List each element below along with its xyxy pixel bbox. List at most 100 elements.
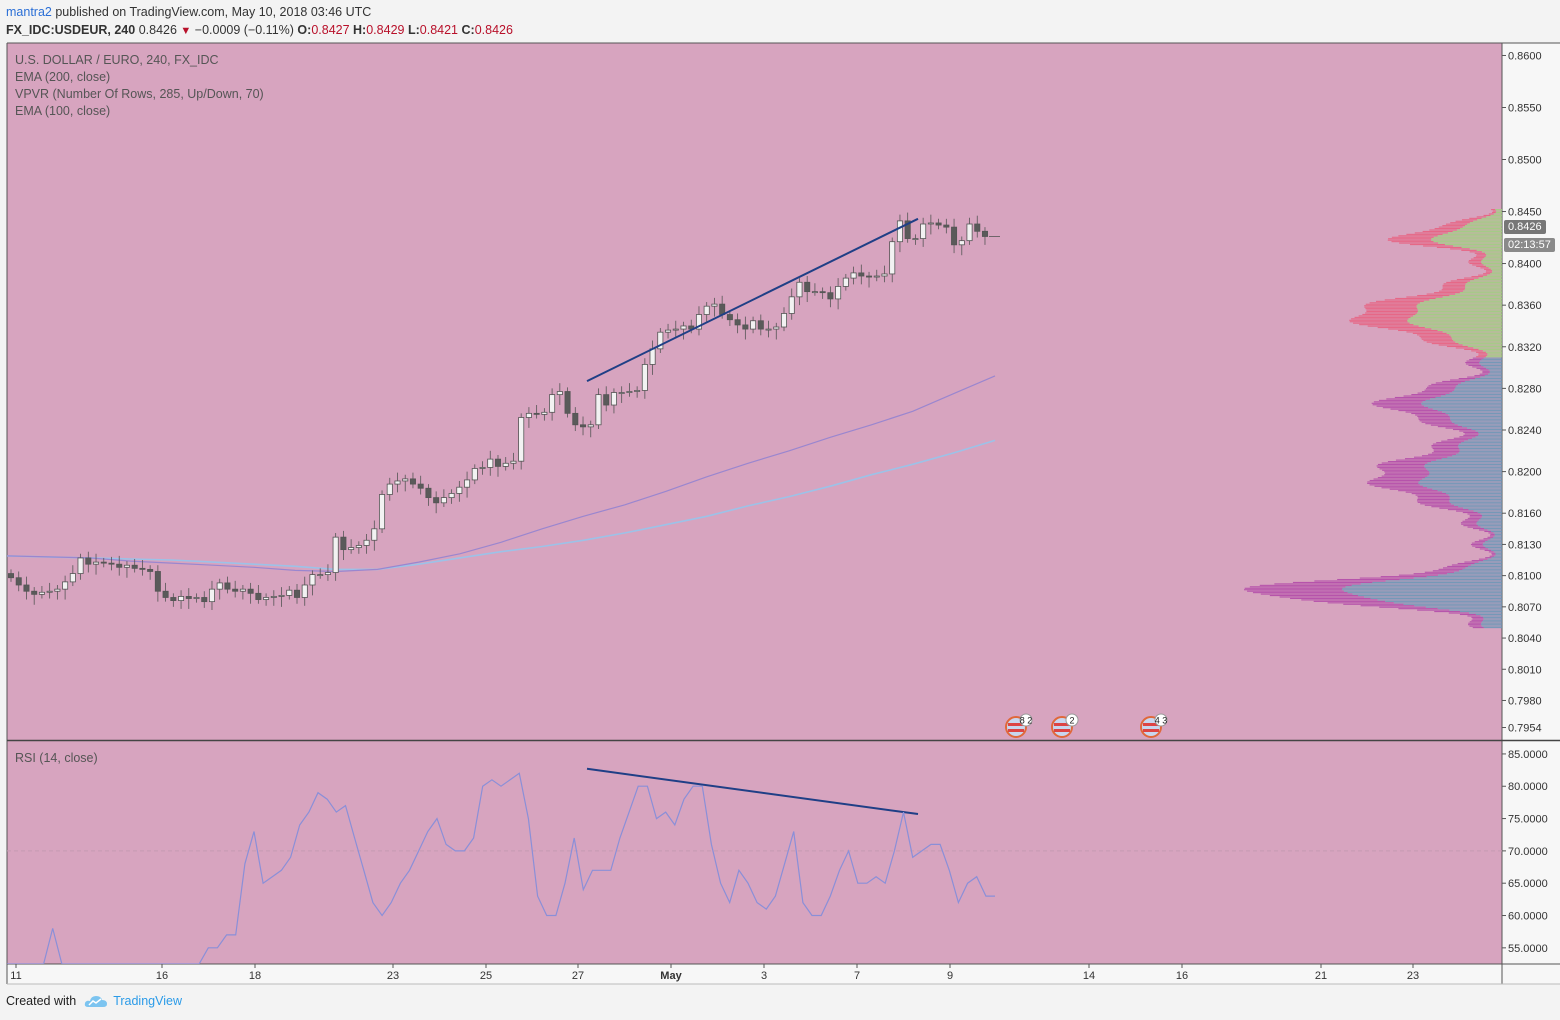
vpvr-bar-down bbox=[1492, 210, 1497, 212]
vpvr-bar-down bbox=[1471, 560, 1484, 562]
vpvr-bar-down bbox=[1464, 433, 1479, 435]
vpvr-bar-up bbox=[1424, 465, 1502, 467]
vpvr-bar-down bbox=[1420, 503, 1452, 505]
vpvr-bar-down bbox=[1385, 472, 1430, 474]
vpvr-bar-down bbox=[1473, 257, 1485, 259]
publish-info: published on TradingView.com, May 10, 20… bbox=[51, 5, 372, 19]
vpvr-bar-up bbox=[1445, 493, 1502, 495]
candle-body bbox=[958, 240, 965, 246]
vpvr-bar-up bbox=[1449, 392, 1502, 394]
candle-body bbox=[193, 597, 200, 599]
vpvr-bar-up bbox=[1490, 268, 1502, 270]
vpvr-bar-down bbox=[1362, 313, 1416, 316]
vpvr-bar-up bbox=[1481, 359, 1502, 361]
price-tick-label: 0.7980 bbox=[1508, 695, 1542, 707]
vpvr-bar-up bbox=[1453, 389, 1502, 391]
vpvr-bar-down bbox=[1431, 383, 1459, 385]
vpvr-bar-up bbox=[1451, 503, 1502, 505]
vpvr-bar-down bbox=[1411, 493, 1446, 495]
vpvr-bar-down bbox=[1472, 627, 1484, 629]
candle-body bbox=[69, 573, 76, 583]
vpvr-bar-up bbox=[1425, 606, 1502, 608]
vpvr-bar-up bbox=[1419, 302, 1502, 304]
vpvr-bar-up bbox=[1484, 528, 1502, 530]
vpvr-bar-up bbox=[1483, 619, 1502, 621]
vpvr-bar-up bbox=[1481, 625, 1502, 627]
price-tick-label: 0.7954 bbox=[1508, 723, 1542, 735]
vpvr-bar-up bbox=[1427, 475, 1502, 477]
vpvr-bar-up bbox=[1448, 494, 1502, 496]
vpvr-bar-up bbox=[1364, 596, 1502, 598]
author-link[interactable]: mantra2 bbox=[6, 5, 52, 19]
candle-body bbox=[742, 324, 749, 330]
vpvr-bar-up bbox=[1437, 410, 1502, 412]
vpvr-bar-up bbox=[1468, 612, 1502, 614]
vpvr-bar-down bbox=[1490, 533, 1495, 535]
vpvr-bar-up bbox=[1455, 341, 1502, 343]
vpvr-bar-up bbox=[1448, 414, 1502, 416]
vpvr-bar-down bbox=[1445, 427, 1467, 429]
vpvr-bar-up bbox=[1461, 442, 1502, 444]
vpvr-bar-up bbox=[1488, 373, 1502, 375]
vpvr-bar-up bbox=[1469, 248, 1502, 250]
vpvr-bar-down bbox=[1431, 452, 1459, 454]
vpvr-bar-up bbox=[1342, 587, 1502, 589]
vpvr-bar-up bbox=[1360, 583, 1502, 585]
vpvr-bar-up bbox=[1495, 552, 1502, 554]
event-badge[interactable]: 2 bbox=[1051, 713, 1079, 738]
vpvr-bar-up bbox=[1449, 294, 1502, 297]
rsi-tick-label: 75.0000 bbox=[1508, 814, 1548, 826]
vpvr-bar-down bbox=[1478, 558, 1488, 560]
tradingview-brand[interactable]: TradingView bbox=[84, 994, 182, 1008]
vpvr-bar-down bbox=[1417, 501, 1450, 503]
vpvr-bar-down bbox=[1419, 420, 1451, 422]
vpvr-bar-down bbox=[1482, 372, 1490, 374]
vpvr-bar-up bbox=[1416, 305, 1502, 307]
vpvr-bar-up bbox=[1458, 383, 1502, 385]
vpvr-bar-up bbox=[1487, 529, 1502, 531]
vpvr-bar-up bbox=[1461, 246, 1502, 249]
vpvr-bar-down bbox=[1259, 584, 1352, 586]
vpvr-bar-down bbox=[1431, 446, 1459, 448]
vpvr-bar-up bbox=[1481, 621, 1502, 623]
count-bubble bbox=[1154, 713, 1168, 727]
candle-body bbox=[896, 220, 903, 243]
vpvr-bar-up bbox=[1449, 497, 1502, 499]
price-tick-label: 0.8360 bbox=[1508, 300, 1542, 312]
candle-body bbox=[93, 561, 100, 565]
candle-body bbox=[587, 424, 594, 428]
vpvr-bar-up bbox=[1478, 561, 1502, 563]
vpvr-bar-up bbox=[1417, 303, 1502, 305]
vpvr-bar-down bbox=[1453, 437, 1473, 439]
vpvr-bar-down bbox=[1388, 328, 1432, 330]
candle-body bbox=[294, 589, 301, 598]
vpvr-bar-down bbox=[1398, 410, 1438, 412]
vpvr-bar-down bbox=[1479, 373, 1489, 375]
vpvr-bar-down bbox=[1403, 395, 1441, 397]
candle-body bbox=[116, 563, 123, 568]
vpvr-bar-down bbox=[1442, 567, 1466, 569]
event-badge[interactable]: 8 2 bbox=[1005, 713, 1033, 738]
candle-body bbox=[286, 589, 293, 596]
event-badge[interactable]: 4 3 bbox=[1140, 713, 1168, 738]
vpvr-bar-down bbox=[1466, 360, 1480, 362]
vpvr-bar-up bbox=[1491, 557, 1502, 559]
vpvr-bar-down bbox=[1394, 396, 1436, 399]
ema100-line bbox=[6, 375, 996, 573]
time-tick-label: 21 bbox=[1315, 970, 1327, 982]
vpvr-bar-up bbox=[1490, 538, 1502, 540]
vpvr-bar-up bbox=[1460, 227, 1502, 230]
vpvr-bar-up bbox=[1437, 490, 1502, 492]
candle-body bbox=[695, 314, 702, 330]
price-tick-label: 0.8130 bbox=[1508, 539, 1542, 551]
vpvr-bar-down bbox=[1413, 573, 1448, 575]
vpvr-bar-down bbox=[1381, 487, 1428, 489]
vpvr-bar-down bbox=[1418, 418, 1451, 420]
vpvr-bar-down bbox=[1462, 511, 1478, 514]
candle-body bbox=[15, 577, 22, 586]
vpvr-bar-up bbox=[1438, 574, 1502, 576]
candle-body bbox=[309, 574, 316, 586]
vpvr-bar-down bbox=[1475, 255, 1486, 257]
vpvr-bar-up bbox=[1483, 276, 1502, 278]
